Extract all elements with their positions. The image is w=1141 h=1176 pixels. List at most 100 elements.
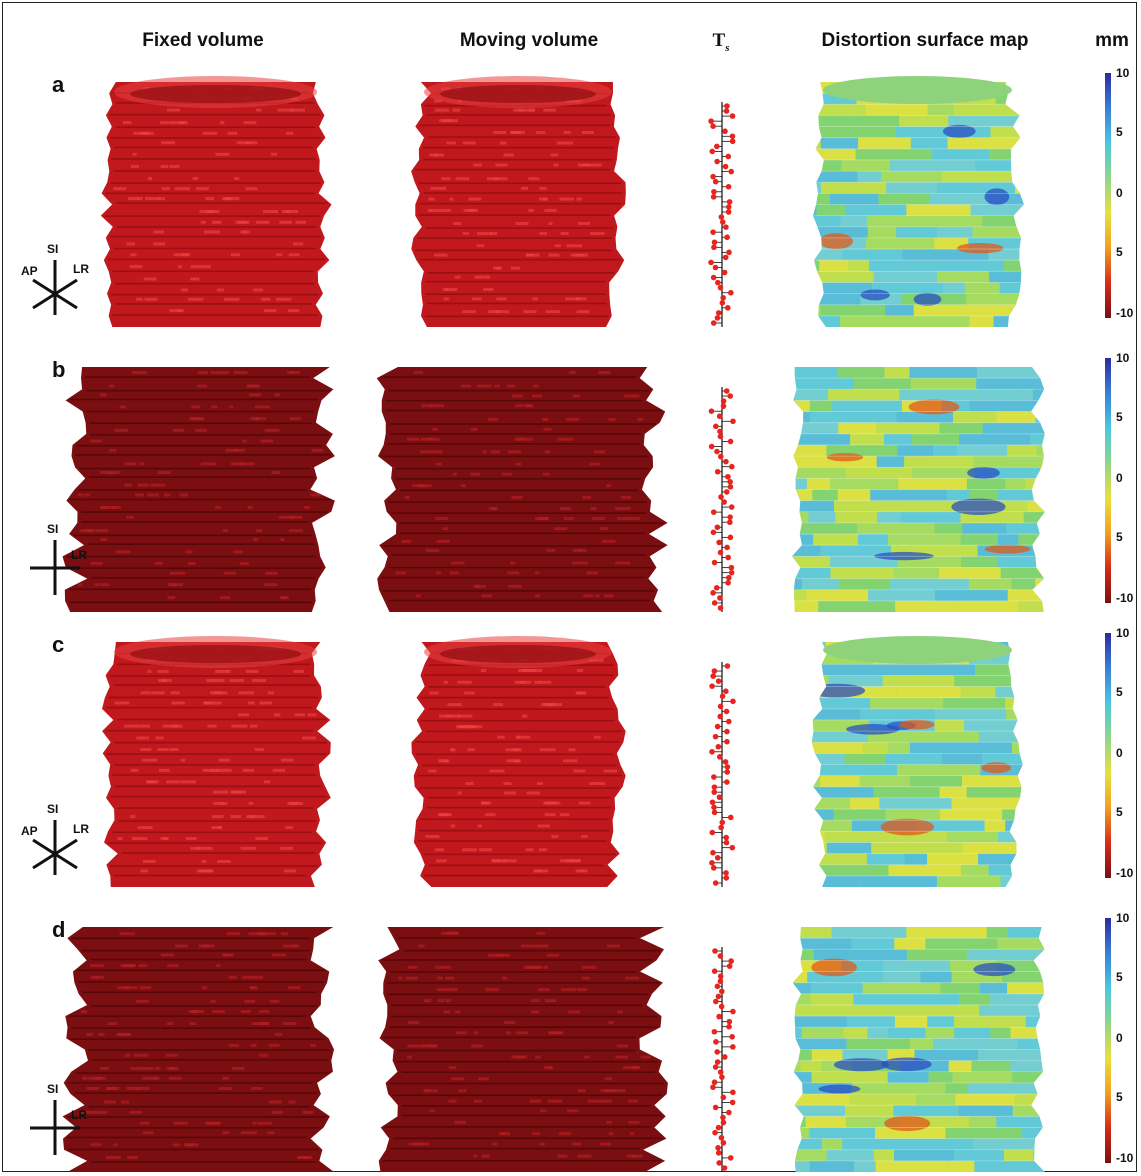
- ts-stem-plot-a-point: [729, 113, 736, 119]
- fixed-volume-c-highlight: [211, 768, 219, 772]
- distortion-map-d-patch: [792, 1138, 822, 1151]
- distortion-map-a-patch: [886, 182, 938, 194]
- distortion-map-d-patch: [1002, 971, 1045, 984]
- ts-stem-plot-d-point: [729, 1099, 736, 1106]
- distortion-map-c-patch: [966, 786, 1023, 799]
- distortion-map-d-patch: [978, 1049, 1045, 1062]
- distortion-map-b-patch: [870, 489, 947, 502]
- distortion-map-b-patch: [960, 534, 998, 546]
- ts-stem-plot-b-point: [717, 428, 723, 435]
- distortion-map-c-patch: [926, 664, 976, 676]
- moving-volume-b-highlight: [553, 527, 568, 531]
- fixed-volume-a-highlight: [220, 121, 225, 125]
- fixed-volume-b-highlight: [109, 448, 117, 452]
- distortion-map-d-patch: [792, 949, 814, 961]
- colorbar-tick-label: 10: [1116, 66, 1130, 80]
- distortion-map-a-patch: [975, 159, 1024, 172]
- distortion-map-d-patch: [1012, 1105, 1045, 1117]
- distortion-map-c-patch: [811, 797, 850, 810]
- axis-label-ap: AP: [21, 264, 38, 278]
- fixed-volume-d-highlight: [142, 1131, 154, 1135]
- moving-volume-b-highlight: [413, 370, 423, 374]
- ts-stem-plot-d-point: [729, 1033, 735, 1040]
- distortion-map-b-patch: [957, 444, 1008, 457]
- distortion-map-c-patch: [936, 875, 1001, 887]
- ts-stem-plot-a-point: [711, 244, 717, 251]
- distortion-map-a-patch: [840, 215, 867, 228]
- distortion-map-c-patch: [984, 820, 1006, 832]
- moving-volume-d-highlight: [471, 1044, 484, 1048]
- moving-volume-b-highlight: [603, 594, 614, 598]
- fixed-volume-a-highlight: [202, 131, 218, 135]
- distortion-map-d-patch: [1032, 1082, 1045, 1095]
- distortion-map-d-patch: [807, 971, 883, 984]
- distortion-map-c-patch: [934, 719, 965, 732]
- ts-stem-plot-a-point: [712, 264, 719, 271]
- colorbar-tick-label: 0: [1116, 471, 1123, 486]
- moving-volume-b: [376, 367, 668, 612]
- distortion-map-b-patch: [830, 556, 899, 568]
- distortion-map-d-patch: [810, 982, 863, 995]
- distortion-map-d-patch: [955, 1094, 1015, 1106]
- moving-volume-b-highlight: [436, 571, 442, 575]
- fixed-volume-d-highlight: [310, 1043, 316, 1047]
- fixed-volume-c-highlight: [161, 678, 172, 682]
- ts-stem-plot-c-point: [710, 673, 717, 679]
- ts-stem-plot-b: [708, 387, 736, 612]
- distortion-map-d-patch: [846, 1038, 884, 1050]
- moving-volume-c-highlight: [438, 759, 443, 763]
- moving-volume-d-highlight: [441, 931, 458, 935]
- distortion-map-b-patch: [960, 511, 1024, 524]
- ts-stem-plot-d-point: [715, 1145, 721, 1151]
- ts-stem-plot-b-point: [718, 494, 724, 500]
- fixed-volume-c-highlight: [129, 815, 136, 819]
- moving-volume-c-highlight: [560, 813, 570, 817]
- header-ts: Ts: [713, 30, 730, 54]
- moving-volume-c-highlight: [576, 691, 585, 695]
- distortion-map-d-patch: [792, 1071, 812, 1084]
- ts-stem-plot-c-point: [709, 799, 716, 806]
- fixed-volume-a-highlight: [236, 141, 252, 145]
- fixed-volume-c-highlight: [180, 758, 186, 762]
- distortion-map-b-patch: [961, 556, 997, 568]
- distortion-map-c-patch: [909, 775, 962, 788]
- distortion-map-a-patch: [873, 271, 938, 283]
- ts-stem-plot-a-point: [719, 219, 726, 225]
- moving-volume-d-highlight: [407, 1021, 420, 1025]
- fixed-volume-b-highlight: [139, 462, 145, 466]
- ts-stem-plot-c-point: [715, 678, 722, 684]
- fixed-volume-c-highlight: [140, 748, 152, 752]
- moving-volume-a-highlight: [539, 186, 547, 190]
- moving-volume-b-highlight: [428, 437, 440, 441]
- moving-volume-d-highlight: [627, 1099, 638, 1103]
- moving-volume-b-highlight: [435, 462, 443, 466]
- fixed-volume-d-highlight: [240, 1010, 251, 1014]
- fixed-volume-b-highlight: [90, 439, 103, 443]
- fixed-volume-a-highlight: [129, 265, 143, 269]
- distortion-map-c-patch: [820, 820, 852, 832]
- moving-volume-a-highlight: [494, 310, 510, 314]
- moving-volume-d-highlight: [474, 1031, 479, 1035]
- distortion-map-d-patch: [927, 1016, 955, 1028]
- distortion-map-b-patch: [801, 578, 839, 591]
- distortion-map-d-patch: [847, 1016, 895, 1028]
- fixed-volume-a-highlight: [177, 265, 183, 269]
- fixed-volume-b-highlight: [100, 505, 116, 509]
- moving-volume-d-highlight: [631, 1066, 641, 1070]
- distortion-map-a-patch: [878, 193, 930, 205]
- distortion-map-a-patch: [910, 137, 948, 150]
- axis-label-lr: LR: [71, 548, 87, 562]
- fixed-volume-a-highlight: [262, 209, 278, 213]
- colorbar-tick-label: 5: [1116, 969, 1123, 984]
- moving-volume-c-highlight: [537, 824, 550, 828]
- moving-volume-d-highlight: [436, 988, 447, 992]
- moving-volume-a-highlight: [526, 253, 534, 257]
- panel-label-a: a: [52, 72, 65, 97]
- moving-volume-a: [411, 76, 626, 327]
- moving-volume-b-highlight: [460, 484, 467, 488]
- distortion-map-a-patch: [865, 104, 928, 116]
- ts-stem-plot-b-point: [717, 605, 724, 611]
- distortion-map-b-patch: [813, 534, 858, 546]
- panel-label-d: d: [52, 917, 66, 942]
- moving-volume-b-highlight: [511, 394, 523, 398]
